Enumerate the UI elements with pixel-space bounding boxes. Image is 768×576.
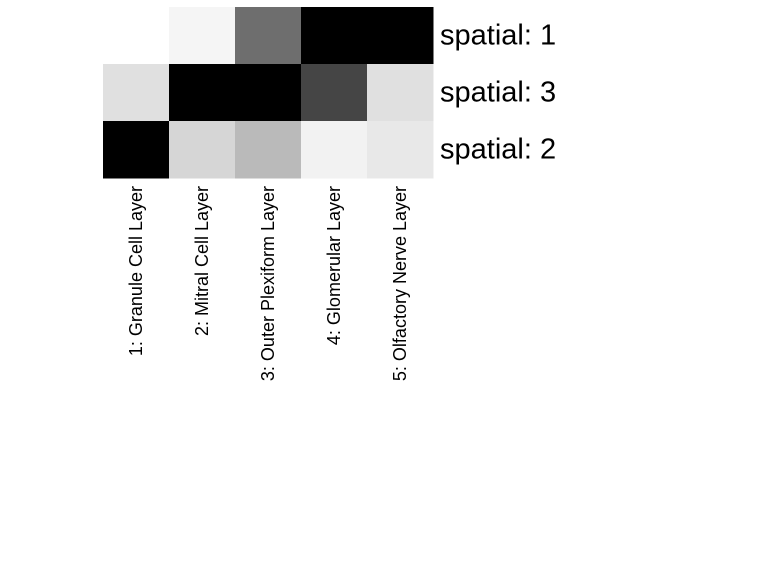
row-labels: spatial: 1 spatial: 3 spatial: 2 [440, 20, 556, 166]
row-label-1: spatial: 1 [440, 20, 556, 52]
heatmap-cell-r2-c1 [103, 64, 170, 122]
heatmap-cell-r3-c4 [301, 121, 368, 179]
column-label-1: 1: Granule Cell Layer [126, 186, 146, 356]
column-label-5: 5: Olfactory Nerve Layer [390, 186, 410, 381]
heatmap-cell-r2-c3 [235, 64, 302, 122]
heatmap-cells [103, 7, 434, 179]
column-label-2: 2: Mitral Cell Layer [192, 186, 212, 336]
heatmap-cell-r1-c1 [103, 7, 170, 65]
heatmap-cell-r2-c2 [169, 64, 236, 122]
heatmap-cell-r1-c5 [367, 7, 434, 65]
heatmap-cell-r3-c3 [235, 121, 302, 179]
heatmap-cell-r2-c5 [367, 64, 434, 122]
heatmap-cell-r1-c2 [169, 7, 236, 65]
column-label-3: 3: Outer Plexiform Layer [258, 186, 278, 381]
column-labels: 1: Granule Cell Layer 2: Mitral Cell Laye… [126, 186, 410, 381]
heatmap-cell-r3-c5 [367, 121, 434, 179]
heatmap-cell-r1-c4 [301, 7, 368, 65]
heatmap-cell-r3-c1 [103, 121, 170, 179]
row-label-2: spatial: 3 [440, 77, 556, 109]
heatmap-cell-r3-c2 [169, 121, 236, 179]
column-label-4: 4: Glomerular Layer [324, 186, 344, 345]
heatmap-cell-r1-c3 [235, 7, 302, 65]
row-label-3: spatial: 2 [440, 134, 556, 166]
heatmap-cell-r2-c4 [301, 64, 368, 122]
